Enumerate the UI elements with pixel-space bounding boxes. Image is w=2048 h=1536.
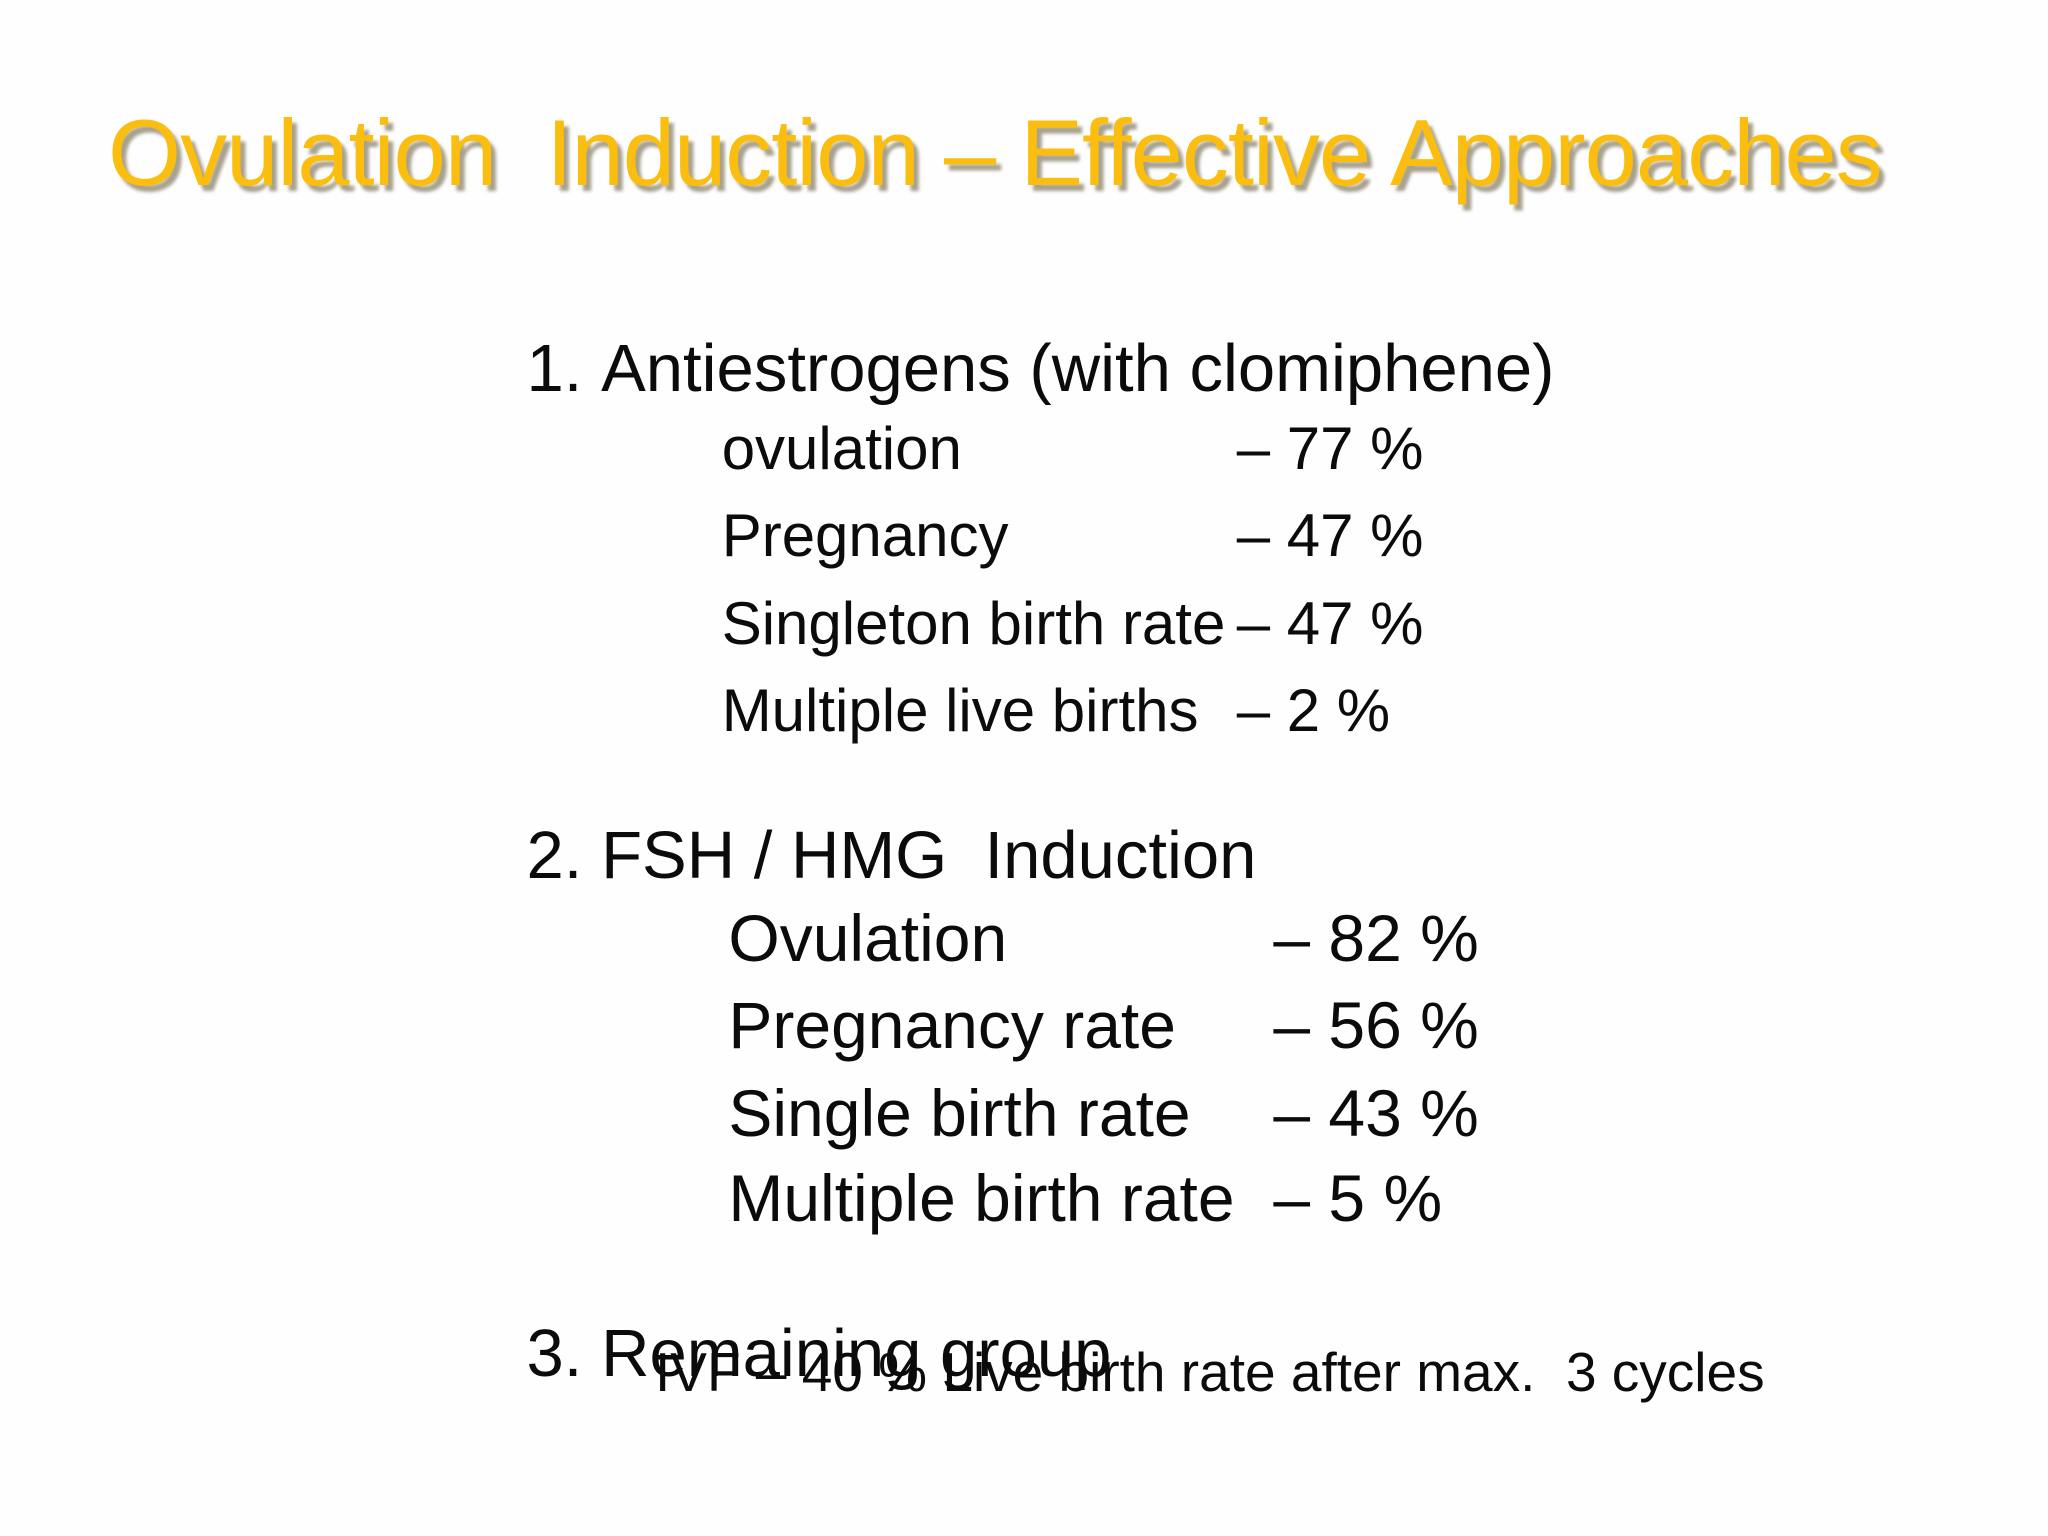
- stat-row-multiple-live-births: Multiple live births – 2 %: [655, 621, 1390, 801]
- section-3-heading: 3. Remaining group: [452, 1253, 1111, 1454]
- stat-row-singleton-birth-rate: Singleton birth rate – 47 %: [655, 534, 1424, 714]
- stat-value: – 47 %: [1236, 590, 1424, 657]
- section-1-heading: 1. Antiestrogens (with clomiphene): [452, 268, 1554, 469]
- stat-value: – 56 %: [1273, 988, 1479, 1062]
- ivf-note-line: IVF – 40 % Live birth rate after max. 3 …: [655, 1341, 1765, 1403]
- stat-label: Pregnancy: [721, 502, 1009, 569]
- stat-row-ovulation: ovulation – 77 %: [655, 359, 1424, 539]
- section-3-number: 3.: [526, 1316, 583, 1391]
- section-2-heading: 2. FSH / HMG Induction: [452, 755, 1256, 956]
- stat-row-ovulation-2: Ovulation – 82 %: [655, 839, 1479, 1037]
- stat-label: Singleton birth rate: [721, 590, 1226, 657]
- stat-row-multiple-birth-rate: Multiple birth rate – 5 %: [655, 1099, 1442, 1297]
- stat-row-single-birth-rate: Single birth rate – 43 %: [655, 1014, 1479, 1212]
- stat-value: – 5 %: [1273, 1161, 1443, 1235]
- stat-label: ovulation: [721, 415, 962, 482]
- section-1-heading-text: Antiestrogens (with clomiphene): [601, 331, 1555, 406]
- stat-value: – 77 %: [1236, 415, 1424, 482]
- slide-title: Ovulation Induction – Effective Approach…: [108, 100, 1883, 205]
- section-1-number: 1.: [526, 331, 583, 406]
- stat-label: Pregnancy rate: [728, 988, 1176, 1062]
- stat-row-pregnancy-rate: Pregnancy rate – 56 %: [655, 926, 1479, 1124]
- stat-label: Single birth rate: [728, 1076, 1191, 1150]
- stat-row-pregnancy: Pregnancy – 47 %: [655, 446, 1424, 626]
- stat-label: Multiple birth rate: [728, 1161, 1235, 1235]
- section-3-heading-text: Remaining group: [601, 1316, 1112, 1391]
- stat-label: Multiple live births: [721, 677, 1199, 744]
- stat-value: – 47 %: [1236, 502, 1424, 569]
- stat-value: – 2 %: [1236, 677, 1391, 744]
- section-2-number: 2.: [526, 818, 583, 893]
- stat-value: – 82 %: [1273, 901, 1479, 975]
- stat-label: Ovulation: [728, 901, 1008, 975]
- stat-value: – 43 %: [1273, 1076, 1479, 1150]
- section-2-heading-text: FSH / HMG Induction: [601, 818, 1257, 893]
